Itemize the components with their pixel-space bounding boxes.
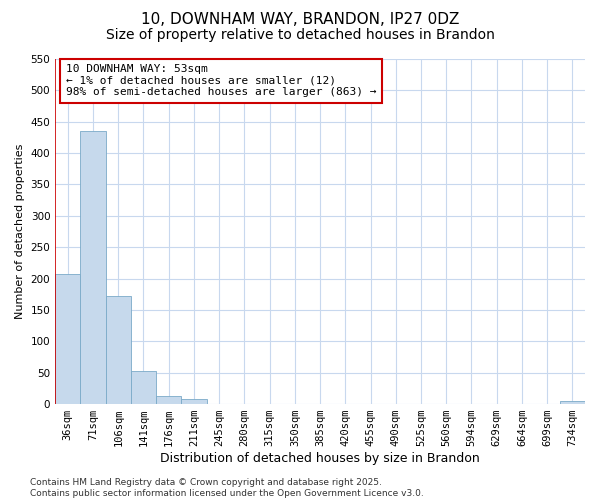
Bar: [156, 396, 181, 404]
Bar: [181, 399, 206, 404]
Text: 10 DOWNHAM WAY: 53sqm
← 1% of detached houses are smaller (12)
98% of semi-detac: 10 DOWNHAM WAY: 53sqm ← 1% of detached h…: [66, 64, 376, 98]
Text: Size of property relative to detached houses in Brandon: Size of property relative to detached ho…: [106, 28, 494, 42]
Bar: [131, 371, 156, 404]
Bar: [106, 296, 131, 404]
X-axis label: Distribution of detached houses by size in Brandon: Distribution of detached houses by size …: [160, 452, 480, 465]
Bar: [80, 131, 106, 404]
Y-axis label: Number of detached properties: Number of detached properties: [15, 144, 25, 319]
Text: 10, DOWNHAM WAY, BRANDON, IP27 0DZ: 10, DOWNHAM WAY, BRANDON, IP27 0DZ: [141, 12, 459, 28]
Bar: [55, 274, 80, 404]
Bar: [560, 401, 585, 404]
Text: Contains HM Land Registry data © Crown copyright and database right 2025.
Contai: Contains HM Land Registry data © Crown c…: [30, 478, 424, 498]
